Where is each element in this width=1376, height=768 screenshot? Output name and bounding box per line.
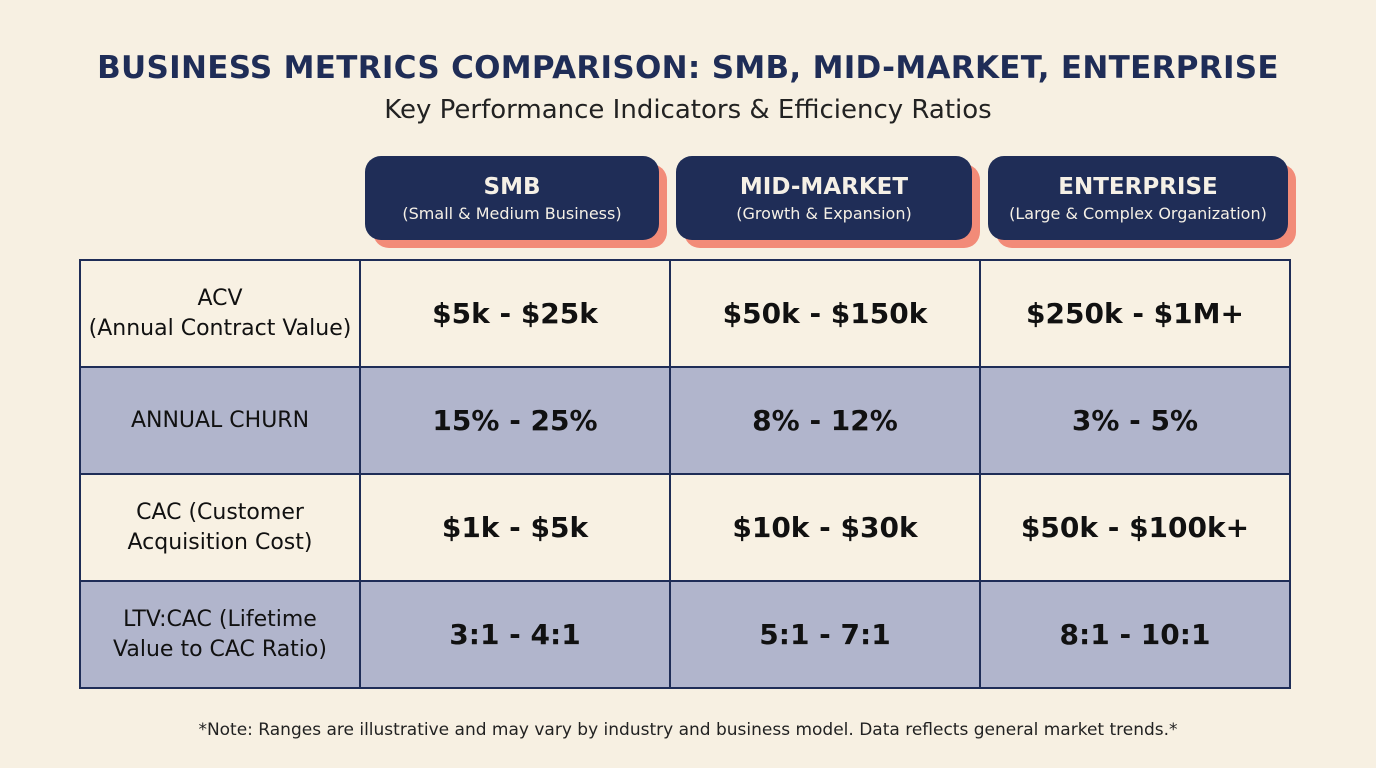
- column-name: SMB: [483, 173, 541, 200]
- page-subtitle: Key Performance Indicators & Efficiency …: [384, 95, 992, 125]
- row-label-sub: (Annual Contract Value): [88, 315, 352, 341]
- table-cell: $1k - $5k: [359, 473, 671, 582]
- row-label-sub: Acquisition Cost): [127, 529, 313, 555]
- table-cell: 3:1 - 4:1: [359, 580, 671, 689]
- row-label: ACV (Annual Contract Value): [79, 259, 361, 368]
- column-desc: (Growth & Expansion): [736, 203, 912, 223]
- table-cell: $50k - $150k: [669, 259, 981, 368]
- column-name: MID-MARKET: [739, 173, 909, 200]
- table-cell: $250k - $1M+: [979, 259, 1291, 368]
- footnote: *Note: Ranges are illustrative and may v…: [198, 720, 1178, 740]
- table-cell: 8:1 - 10:1: [979, 580, 1291, 689]
- row-label-main: ACV: [197, 285, 243, 311]
- table-cell: 8% - 12%: [669, 366, 981, 475]
- row-label: CAC (Customer Acquisition Cost): [79, 473, 361, 582]
- row-label: ANNUAL CHURN: [79, 366, 361, 475]
- page-title: BUSINESS METRICS COMPARISON: SMB, MID-MA…: [97, 50, 1279, 86]
- table-row-ltv-cac: LTV:CAC (Lifetime Value to CAC Ratio) 3:1…: [79, 580, 1291, 689]
- row-label-main: LTV:CAC (Lifetime: [123, 606, 317, 632]
- table-row-churn: ANNUAL CHURN 15% - 25% 8% - 12% 3% - 5%: [79, 366, 1291, 475]
- table-cell: 15% - 25%: [359, 366, 671, 475]
- column-header-mid-market: MID-MARKET (Growth & Expansion): [676, 156, 972, 240]
- row-label: LTV:CAC (Lifetime Value to CAC Ratio): [79, 580, 361, 689]
- metrics-table: ACV (Annual Contract Value) $5k - $25k $5…: [79, 259, 1291, 689]
- column-name: ENTERPRISE: [1058, 173, 1218, 200]
- table-cell: 3% - 5%: [979, 366, 1291, 475]
- table-cell: $10k - $30k: [669, 473, 981, 582]
- row-label-sub: Value to CAC Ratio): [113, 636, 327, 662]
- column-header-smb: SMB (Small & Medium Business): [365, 156, 659, 240]
- table-cell: $50k - $100k+: [979, 473, 1291, 582]
- table-cell: 5:1 - 7:1: [669, 580, 981, 689]
- table-row-cac: CAC (Customer Acquisition Cost) $1k - $5k…: [79, 473, 1291, 582]
- column-desc: (Large & Complex Organization): [1009, 203, 1267, 223]
- table-cell: $5k - $25k: [359, 259, 671, 368]
- row-label-main: CAC (Customer: [136, 499, 304, 525]
- column-header-enterprise: ENTERPRISE (Large & Complex Organization…: [988, 156, 1288, 240]
- column-desc: (Small & Medium Business): [402, 203, 622, 223]
- table-row-acv: ACV (Annual Contract Value) $5k - $25k $5…: [79, 259, 1291, 368]
- row-label-main: ANNUAL CHURN: [130, 407, 310, 433]
